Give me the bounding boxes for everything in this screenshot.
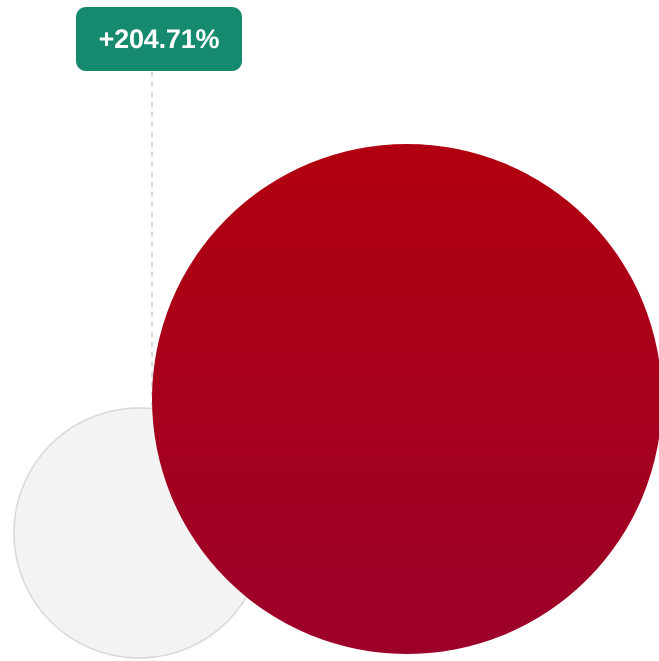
- current-value-bubble: [152, 144, 659, 654]
- change-percentage-badge: +204.71%: [76, 7, 242, 71]
